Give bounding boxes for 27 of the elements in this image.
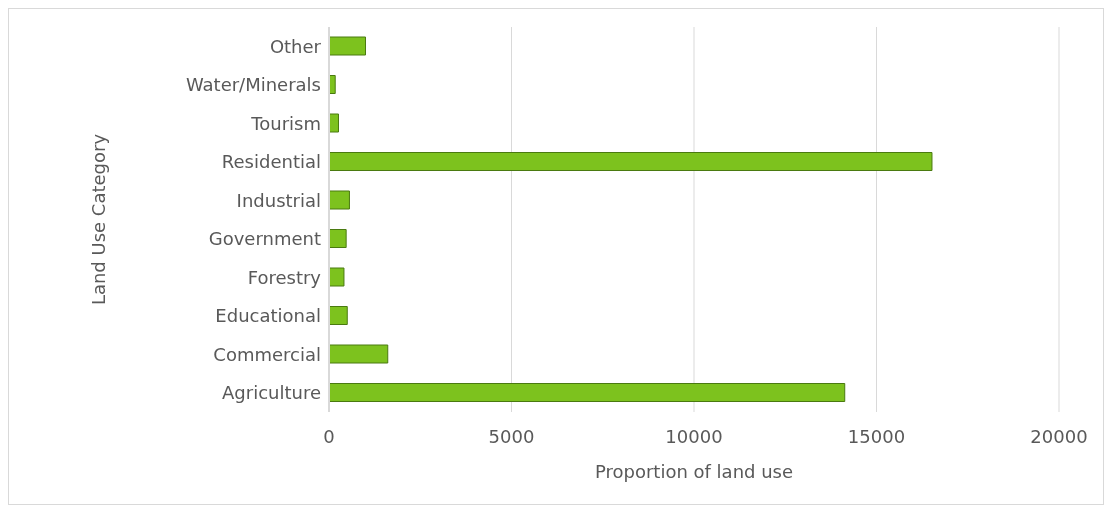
y-tick-label: Government — [208, 228, 321, 250]
y-tick-label: Tourism — [250, 112, 321, 134]
y-tick-label: Water/Minerals — [185, 74, 321, 96]
y-tick-label: Educational — [215, 305, 321, 327]
bar — [329, 344, 389, 364]
bar — [329, 113, 339, 133]
x-tick-label: 20000 — [1030, 425, 1088, 447]
y-tick-label: Residential — [221, 151, 321, 173]
bar — [329, 190, 350, 210]
x-tick-label: 0 — [323, 425, 335, 447]
bar — [329, 152, 933, 171]
bar — [329, 306, 348, 325]
bar — [329, 383, 846, 402]
y-tick-label: Commercial — [213, 343, 321, 365]
y-tick-label: Other — [269, 35, 322, 57]
y-tick-label: Agriculture — [222, 382, 321, 404]
x-tick-label: 15000 — [847, 425, 906, 447]
bar — [329, 229, 347, 248]
y-axis-title: Land Use Category — [88, 133, 110, 306]
x-tick-label: 5000 — [488, 425, 535, 447]
y-tick-label: Forestry — [247, 266, 322, 288]
bar — [329, 75, 336, 94]
bar — [329, 267, 345, 287]
y-tick-label: Industrial — [236, 189, 321, 211]
bar — [329, 36, 366, 56]
x-axis-title: Proportion of land use — [594, 461, 794, 482]
x-tick-label: 10000 — [665, 425, 723, 447]
